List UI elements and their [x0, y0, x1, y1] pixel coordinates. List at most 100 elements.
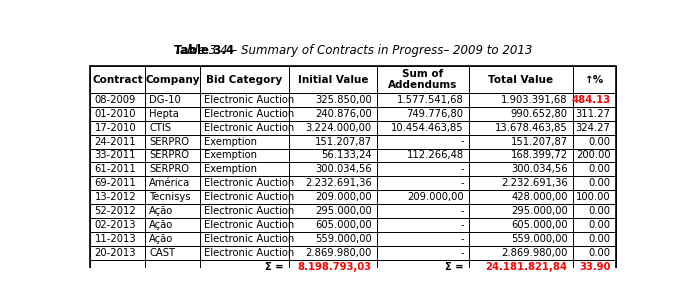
Bar: [573, 148, 616, 163]
Bar: [200, 204, 289, 218]
Bar: [469, 66, 573, 93]
Bar: [573, 204, 616, 218]
Bar: [145, 66, 200, 93]
Text: -: -: [460, 248, 464, 258]
Bar: [469, 163, 573, 176]
Bar: [377, 260, 469, 274]
Bar: [289, 176, 377, 190]
Text: Σ =: Σ =: [445, 262, 464, 272]
Text: 151.207,87: 151.207,87: [314, 137, 371, 147]
Bar: [200, 260, 289, 274]
Text: -: -: [460, 220, 464, 230]
Text: 33-2011: 33-2011: [94, 150, 136, 160]
Text: 69-2011: 69-2011: [94, 178, 136, 188]
Bar: [200, 135, 289, 148]
Bar: [377, 232, 469, 246]
Bar: [289, 163, 377, 176]
Bar: [377, 66, 469, 93]
Bar: [200, 218, 289, 232]
Bar: [289, 232, 377, 246]
Bar: [90, 260, 145, 274]
Text: 0.00: 0.00: [588, 206, 610, 216]
Bar: [573, 190, 616, 204]
Text: 0.00: 0.00: [588, 178, 610, 188]
Bar: [200, 163, 289, 176]
Bar: [90, 232, 145, 246]
Text: Initial Value: Initial Value: [298, 75, 368, 85]
Bar: [90, 135, 145, 148]
Text: Total Value: Total Value: [489, 75, 553, 85]
Bar: [573, 163, 616, 176]
Bar: [573, 148, 616, 163]
Text: 300.034,56: 300.034,56: [511, 164, 568, 174]
Bar: [469, 190, 573, 204]
Bar: [145, 107, 200, 121]
Bar: [145, 148, 200, 163]
Text: 08-2009: 08-2009: [94, 95, 136, 105]
Bar: [90, 176, 145, 190]
Text: Company: Company: [145, 75, 200, 85]
Bar: [377, 204, 469, 218]
Bar: [469, 135, 573, 148]
Bar: [377, 176, 469, 190]
Bar: [469, 93, 573, 107]
Bar: [289, 66, 377, 93]
Bar: [289, 107, 377, 121]
Bar: [145, 218, 200, 232]
Text: Electronic Auction: Electronic Auction: [204, 206, 294, 216]
Bar: [289, 190, 377, 204]
Text: 01-2010: 01-2010: [94, 109, 136, 119]
Bar: [377, 218, 469, 232]
Bar: [200, 218, 289, 232]
Bar: [469, 163, 573, 176]
Bar: [469, 176, 573, 190]
Bar: [377, 204, 469, 218]
Text: 168.399,72: 168.399,72: [511, 150, 568, 160]
Text: 605.000,00: 605.000,00: [315, 220, 371, 230]
Bar: [90, 148, 145, 163]
Bar: [200, 232, 289, 246]
Text: -: -: [460, 137, 464, 147]
Text: 0.00: 0.00: [588, 248, 610, 258]
Bar: [90, 246, 145, 260]
Bar: [377, 176, 469, 190]
Bar: [377, 260, 469, 274]
Bar: [289, 246, 377, 260]
Bar: [377, 163, 469, 176]
Text: Table 3.4 – Summary of Contracts in Progress– 2009 to 2013: Table 3.4 – Summary of Contracts in Prog…: [174, 44, 533, 57]
Text: -: -: [460, 234, 464, 244]
Bar: [90, 190, 145, 204]
Bar: [377, 190, 469, 204]
Bar: [90, 232, 145, 246]
Text: Electronic Auction: Electronic Auction: [204, 95, 294, 105]
Text: -: -: [460, 164, 464, 174]
Bar: [289, 190, 377, 204]
Bar: [289, 260, 377, 274]
Bar: [289, 260, 377, 274]
Bar: [200, 246, 289, 260]
Bar: [573, 246, 616, 260]
Bar: [200, 107, 289, 121]
Text: 33.90: 33.90: [579, 262, 610, 272]
Bar: [469, 107, 573, 121]
Text: 8.198.793,03: 8.198.793,03: [298, 262, 371, 272]
Bar: [145, 176, 200, 190]
Text: 20-2013: 20-2013: [94, 248, 136, 258]
Bar: [469, 232, 573, 246]
Text: 112.266,48: 112.266,48: [407, 150, 464, 160]
Bar: [145, 190, 200, 204]
Bar: [200, 176, 289, 190]
Text: 2.232.691,36: 2.232.691,36: [305, 178, 371, 188]
Bar: [573, 176, 616, 190]
Bar: [200, 246, 289, 260]
Bar: [145, 163, 200, 176]
Text: 2.869.980,00: 2.869.980,00: [502, 248, 568, 258]
Text: ↑%: ↑%: [585, 75, 604, 85]
Bar: [289, 107, 377, 121]
Bar: [145, 135, 200, 148]
Bar: [469, 148, 573, 163]
Text: Electronic Auction: Electronic Auction: [204, 123, 294, 133]
Bar: [377, 121, 469, 135]
Bar: [469, 66, 573, 93]
Text: 428.000,00: 428.000,00: [511, 192, 568, 202]
